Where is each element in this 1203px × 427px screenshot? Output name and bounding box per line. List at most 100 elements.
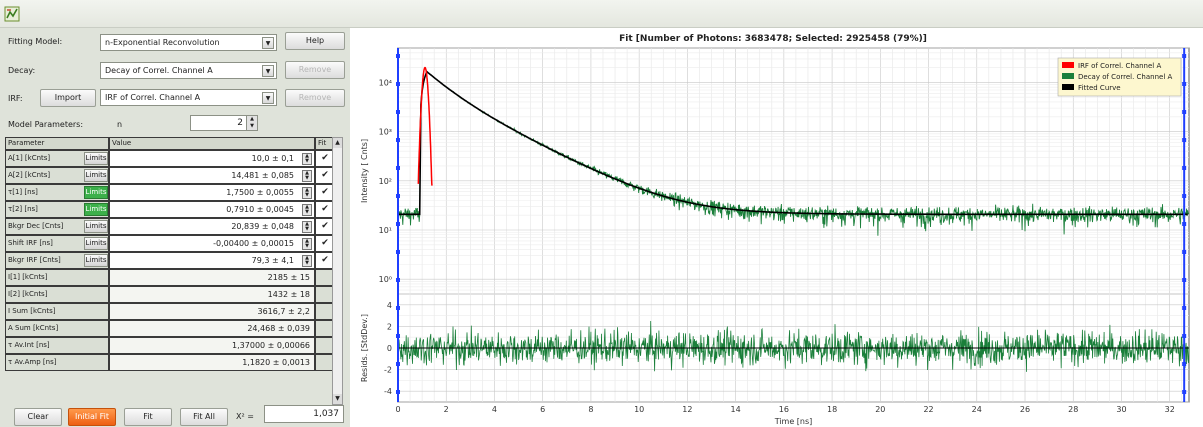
chevron-down-icon[interactable]: ▼ (262, 92, 274, 104)
decay-select[interactable]: Decay of Correl. Channel A ▼ (100, 62, 277, 79)
range-marker-handle (1182, 250, 1187, 254)
n-stepper[interactable]: 2 ▲ ▼ (190, 115, 258, 131)
limits-button[interactable]: Limits (84, 220, 108, 233)
legend-swatch (1062, 73, 1074, 79)
fitting-model-select[interactable]: n-Exponential Reconvolution ▼ (100, 34, 277, 51)
range-marker-handle (1182, 194, 1187, 198)
x-tick-label: 24 (972, 405, 982, 414)
range-marker-handle (1182, 390, 1187, 394)
derived-value: 3616,7 ± 2,2 (257, 307, 310, 316)
fit-plot-area: Fit [Number of Photons: 3683478; Selecte… (355, 28, 1203, 427)
range-marker-handle (1182, 54, 1187, 58)
param-value-field[interactable]: 0,7910 ± 0,0045 ▲ ▼ (109, 201, 315, 218)
derived-name: I[2] [kCnts] (8, 290, 48, 298)
fit-checkbox[interactable]: ✔ (315, 252, 335, 269)
limits-button[interactable]: Limits (84, 186, 108, 199)
stepper-arrows-icon[interactable]: ▲ ▼ (302, 170, 312, 182)
derived-value: 1,37000 ± 0,00066 (232, 341, 310, 350)
help-button[interactable]: Help (285, 32, 345, 50)
param-name-cell: I Sum [kCnts] (5, 303, 109, 320)
chevron-down-icon[interactable]: ▼ (262, 37, 274, 49)
table-row: A[1] [kCnts] Limits 10,0 ± 0,1 ▲ ▼ ✔ (5, 150, 335, 167)
import-button[interactable]: Import (40, 89, 96, 107)
legend-entry: Decay of Correl. Channel A (1078, 73, 1172, 81)
y-tick-label: 10⁰ (379, 275, 392, 284)
fit-button[interactable]: Fit (124, 408, 172, 426)
param-value-field[interactable]: 10,0 ± 0,1 ▲ ▼ (109, 150, 315, 167)
title-bar (0, 0, 1203, 28)
range-marker-handle (396, 138, 400, 142)
irf-series-line (417, 66, 433, 186)
limits-button[interactable]: Limits (84, 203, 108, 216)
checkmark-icon: ✔ (321, 221, 329, 231)
table-row: τ[2] [ns] Limits 0,7910 ± 0,0045 ▲ ▼ ✔ (5, 201, 335, 218)
param-name-cell: τ Av.Amp [ns] (5, 354, 109, 371)
clear-button[interactable]: Clear (14, 408, 62, 426)
param-name-cell: τ Av.Int [ns] (5, 337, 109, 354)
fit-all-button[interactable]: Fit All (180, 408, 228, 426)
x-tick-label: 22 (923, 405, 933, 414)
derived-value-cell: 1,37000 ± 0,00066 (109, 337, 315, 354)
y-tick-label: -2 (384, 366, 392, 375)
checkmark-icon: ✔ (321, 255, 329, 265)
checkmark-icon: ✔ (321, 153, 329, 163)
legend-swatch (1062, 62, 1074, 68)
param-value-field[interactable]: -0,00400 ± 0,00015 ▲ ▼ (109, 235, 315, 252)
range-marker-handle (1182, 138, 1187, 142)
stepper-arrows-icon[interactable]: ▲ ▼ (302, 255, 312, 267)
stepper-arrows-icon[interactable]: ▲ ▼ (246, 116, 257, 130)
n-value: 2 (237, 118, 243, 128)
y-tick-label: 10² (379, 177, 392, 186)
x-tick-label: 0 (395, 405, 400, 414)
x-tick-label: 14 (731, 405, 741, 414)
limits-button[interactable]: Limits (84, 152, 108, 165)
table-row: A[2] [kCnts] Limits 14,481 ± 0,085 ▲ ▼ ✔ (5, 167, 335, 184)
y-tick-label: 10⁴ (379, 78, 392, 87)
range-marker-handle (396, 54, 400, 58)
y-tick-label: 4 (387, 301, 392, 310)
range-marker-handle (396, 166, 400, 170)
y-tick-label: -4 (384, 387, 392, 396)
limits-button[interactable]: Limits (84, 254, 108, 267)
table-scrollbar[interactable]: ▲ ▼ (332, 137, 343, 405)
remove-decay-button[interactable]: Remove (285, 61, 345, 79)
legend-swatch (1062, 84, 1074, 90)
param-value-field[interactable]: 20,839 ± 0,048 ▲ ▼ (109, 218, 315, 235)
x-tick-label: 8 (588, 405, 593, 414)
param-value-field[interactable]: 14,481 ± 0,085 ▲ ▼ (109, 167, 315, 184)
stepper-arrows-icon[interactable]: ▲ ▼ (302, 204, 312, 216)
residual-series-line (397, 320, 1190, 372)
fit-plot-svg: Fit [Number of Photons: 3683478; Selecte… (360, 34, 1190, 426)
initial-fit-button[interactable]: Initial Fit (68, 408, 116, 426)
scroll-down-icon[interactable]: ▼ (333, 394, 342, 404)
table-row: τ Av.Amp [ns] 1,1820 ± 0,0013 (5, 354, 335, 371)
range-marker-handle (1182, 306, 1187, 310)
range-marker-handle (1182, 222, 1187, 226)
limits-button[interactable]: Limits (84, 237, 108, 250)
stepper-arrows-icon[interactable]: ▲ ▼ (302, 238, 312, 250)
param-name-cell: A[1] [kCnts] Limits (5, 150, 109, 167)
table-row: Shift IRF [ns] Limits -0,00400 ± 0,00015 ▲ ▼… (5, 235, 335, 252)
derived-value-cell: 1,1820 ± 0,0013 (109, 354, 315, 371)
stepper-arrows-icon[interactable]: ▲ ▼ (302, 153, 312, 165)
derived-value-cell: 24,468 ± 0,039 (109, 320, 315, 337)
range-marker-handle (1182, 82, 1187, 86)
chevron-down-icon[interactable]: ▼ (262, 65, 274, 77)
x-tick-label: 30 (1116, 405, 1126, 414)
x-tick-label: 28 (1068, 405, 1078, 414)
decay-value: Decay of Correl. Channel A (105, 66, 213, 75)
decay-label: Decay: (8, 66, 36, 75)
remove-irf-button[interactable]: Remove (285, 89, 345, 107)
range-marker-handle (396, 194, 400, 198)
stepper-arrows-icon[interactable]: ▲ ▼ (302, 221, 312, 233)
irf-select[interactable]: IRF of Correl. Channel A ▼ (100, 89, 277, 106)
app-icon (4, 6, 20, 22)
derived-name: A Sum [kCnts] (8, 324, 59, 332)
limits-button[interactable]: Limits (84, 169, 108, 182)
stepper-arrows-icon[interactable]: ▲ ▼ (302, 187, 312, 199)
n-label: n (117, 120, 123, 129)
param-value-field[interactable]: 1,7500 ± 0,0055 ▲ ▼ (109, 184, 315, 201)
scroll-up-icon[interactable]: ▲ (333, 138, 342, 148)
legend-entry: Fitted Curve (1078, 84, 1121, 92)
param-value-field[interactable]: 79,3 ± 4,1 ▲ ▼ (109, 252, 315, 269)
